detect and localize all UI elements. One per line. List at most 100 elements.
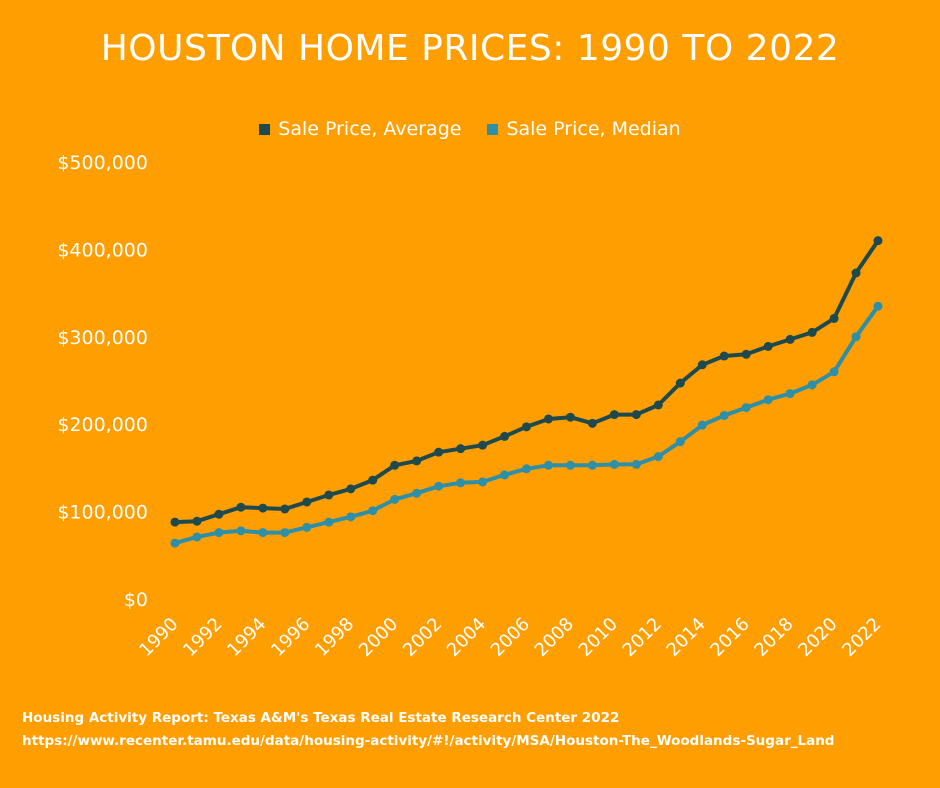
- data-point-average: [675, 378, 685, 388]
- data-point-median: [368, 506, 378, 516]
- data-point-average: [785, 334, 795, 344]
- data-point-median: [829, 367, 839, 377]
- x-tick-label: 2004: [443, 614, 490, 661]
- data-point-median: [390, 494, 400, 504]
- data-point-average: [258, 503, 268, 513]
- data-point-average: [170, 517, 180, 527]
- y-tick-label: $100,000: [57, 502, 148, 524]
- data-point-average: [609, 410, 619, 420]
- x-tick-label: 2012: [619, 614, 666, 661]
- data-point-median: [653, 452, 663, 462]
- data-point-median: [302, 522, 312, 532]
- data-point-average: [741, 349, 751, 359]
- source-url: https://www.recenter.tamu.edu/data/housi…: [22, 733, 835, 749]
- source-citation: Housing Activity Report: Texas A&M's Tex…: [22, 710, 620, 726]
- data-point-median: [456, 478, 466, 488]
- data-point-average: [631, 410, 641, 420]
- legend-label-median: Sale Price, Median: [506, 118, 681, 140]
- data-point-average: [807, 327, 817, 337]
- data-point-median: [434, 481, 444, 491]
- data-point-median: [214, 528, 224, 538]
- data-point-median: [609, 459, 619, 469]
- data-point-median: [697, 420, 707, 430]
- data-point-median: [478, 477, 488, 487]
- y-tick-label: $300,000: [57, 327, 148, 349]
- data-point-average: [324, 490, 334, 500]
- legend-item-average: Sale Price, Average: [259, 118, 461, 140]
- legend: Sale Price, Average Sale Price, Median: [0, 118, 940, 140]
- x-tick-label: 2010: [575, 614, 622, 661]
- legend-label-average: Sale Price, Average: [278, 118, 462, 140]
- data-point-average: [346, 484, 356, 494]
- data-point-average: [368, 475, 378, 485]
- data-point-average: [478, 440, 488, 450]
- data-point-median: [763, 395, 773, 405]
- data-point-average: [280, 504, 290, 514]
- data-point-median: [170, 538, 180, 548]
- data-point-average: [412, 456, 422, 466]
- x-tick-label: 1996: [267, 614, 314, 661]
- data-point-average: [390, 460, 400, 470]
- data-point-average: [522, 422, 531, 432]
- data-point-average: [302, 497, 312, 507]
- data-point-average: [763, 341, 773, 351]
- x-tick-label: 2014: [663, 614, 710, 661]
- legend-item-median: Sale Price, Median: [487, 118, 681, 140]
- x-tick-label: 1990: [135, 614, 182, 661]
- data-point-median: [675, 437, 685, 447]
- data-point-median: [280, 528, 290, 538]
- data-point-median: [522, 464, 531, 474]
- data-point-median: [543, 460, 553, 470]
- data-point-median: [851, 332, 861, 342]
- data-point-median: [741, 403, 751, 413]
- data-point-average: [192, 516, 202, 526]
- data-point-median: [785, 389, 795, 399]
- data-point-median: [500, 470, 510, 480]
- x-tick-label: 2006: [487, 614, 534, 661]
- x-tick-label: 2008: [531, 614, 578, 661]
- x-tick-label: 2020: [794, 614, 841, 661]
- data-point-average: [456, 444, 466, 454]
- x-tick-label: 2002: [399, 614, 446, 661]
- data-point-average: [587, 418, 597, 428]
- x-tick-label: 1994: [223, 614, 270, 661]
- y-tick-label: $200,000: [57, 414, 148, 436]
- data-point-average: [653, 400, 663, 410]
- data-point-average: [873, 236, 883, 246]
- data-point-median: [258, 528, 268, 538]
- data-point-average: [851, 268, 861, 278]
- legend-swatch-median: [487, 123, 499, 135]
- y-tick-label: $0: [124, 589, 148, 611]
- data-point-average: [697, 360, 707, 370]
- data-point-average: [829, 313, 839, 323]
- data-point-median: [631, 459, 641, 469]
- data-point-median: [587, 460, 597, 470]
- data-point-median: [192, 532, 202, 542]
- data-point-average: [500, 431, 510, 441]
- legend-swatch-average: [259, 123, 271, 135]
- chart-title: HOUSTON HOME PRICES: 1990 TO 2022: [100, 28, 840, 69]
- x-tick-label: 2000: [355, 614, 402, 661]
- data-point-median: [412, 488, 422, 498]
- data-point-median: [807, 380, 817, 390]
- data-point-median: [719, 410, 729, 420]
- x-tick-label: 1998: [311, 614, 358, 661]
- data-point-median: [324, 517, 334, 527]
- y-tick-label: $500,000: [57, 152, 148, 174]
- y-tick-label: $400,000: [57, 239, 148, 261]
- data-point-average: [236, 502, 246, 512]
- data-point-median: [565, 460, 575, 470]
- x-tick-label: 1992: [179, 614, 226, 661]
- data-point-average: [719, 351, 729, 361]
- data-point-median: [873, 301, 883, 311]
- data-point-median: [236, 526, 246, 536]
- data-point-average: [434, 447, 444, 457]
- data-point-average: [543, 414, 553, 424]
- x-tick-label: 2022: [838, 614, 885, 661]
- data-point-median: [346, 512, 356, 522]
- x-tick-label: 2018: [750, 614, 797, 661]
- series-line-average: [173, 238, 880, 525]
- x-tick-label: 2016: [706, 614, 753, 661]
- data-point-average: [565, 412, 575, 422]
